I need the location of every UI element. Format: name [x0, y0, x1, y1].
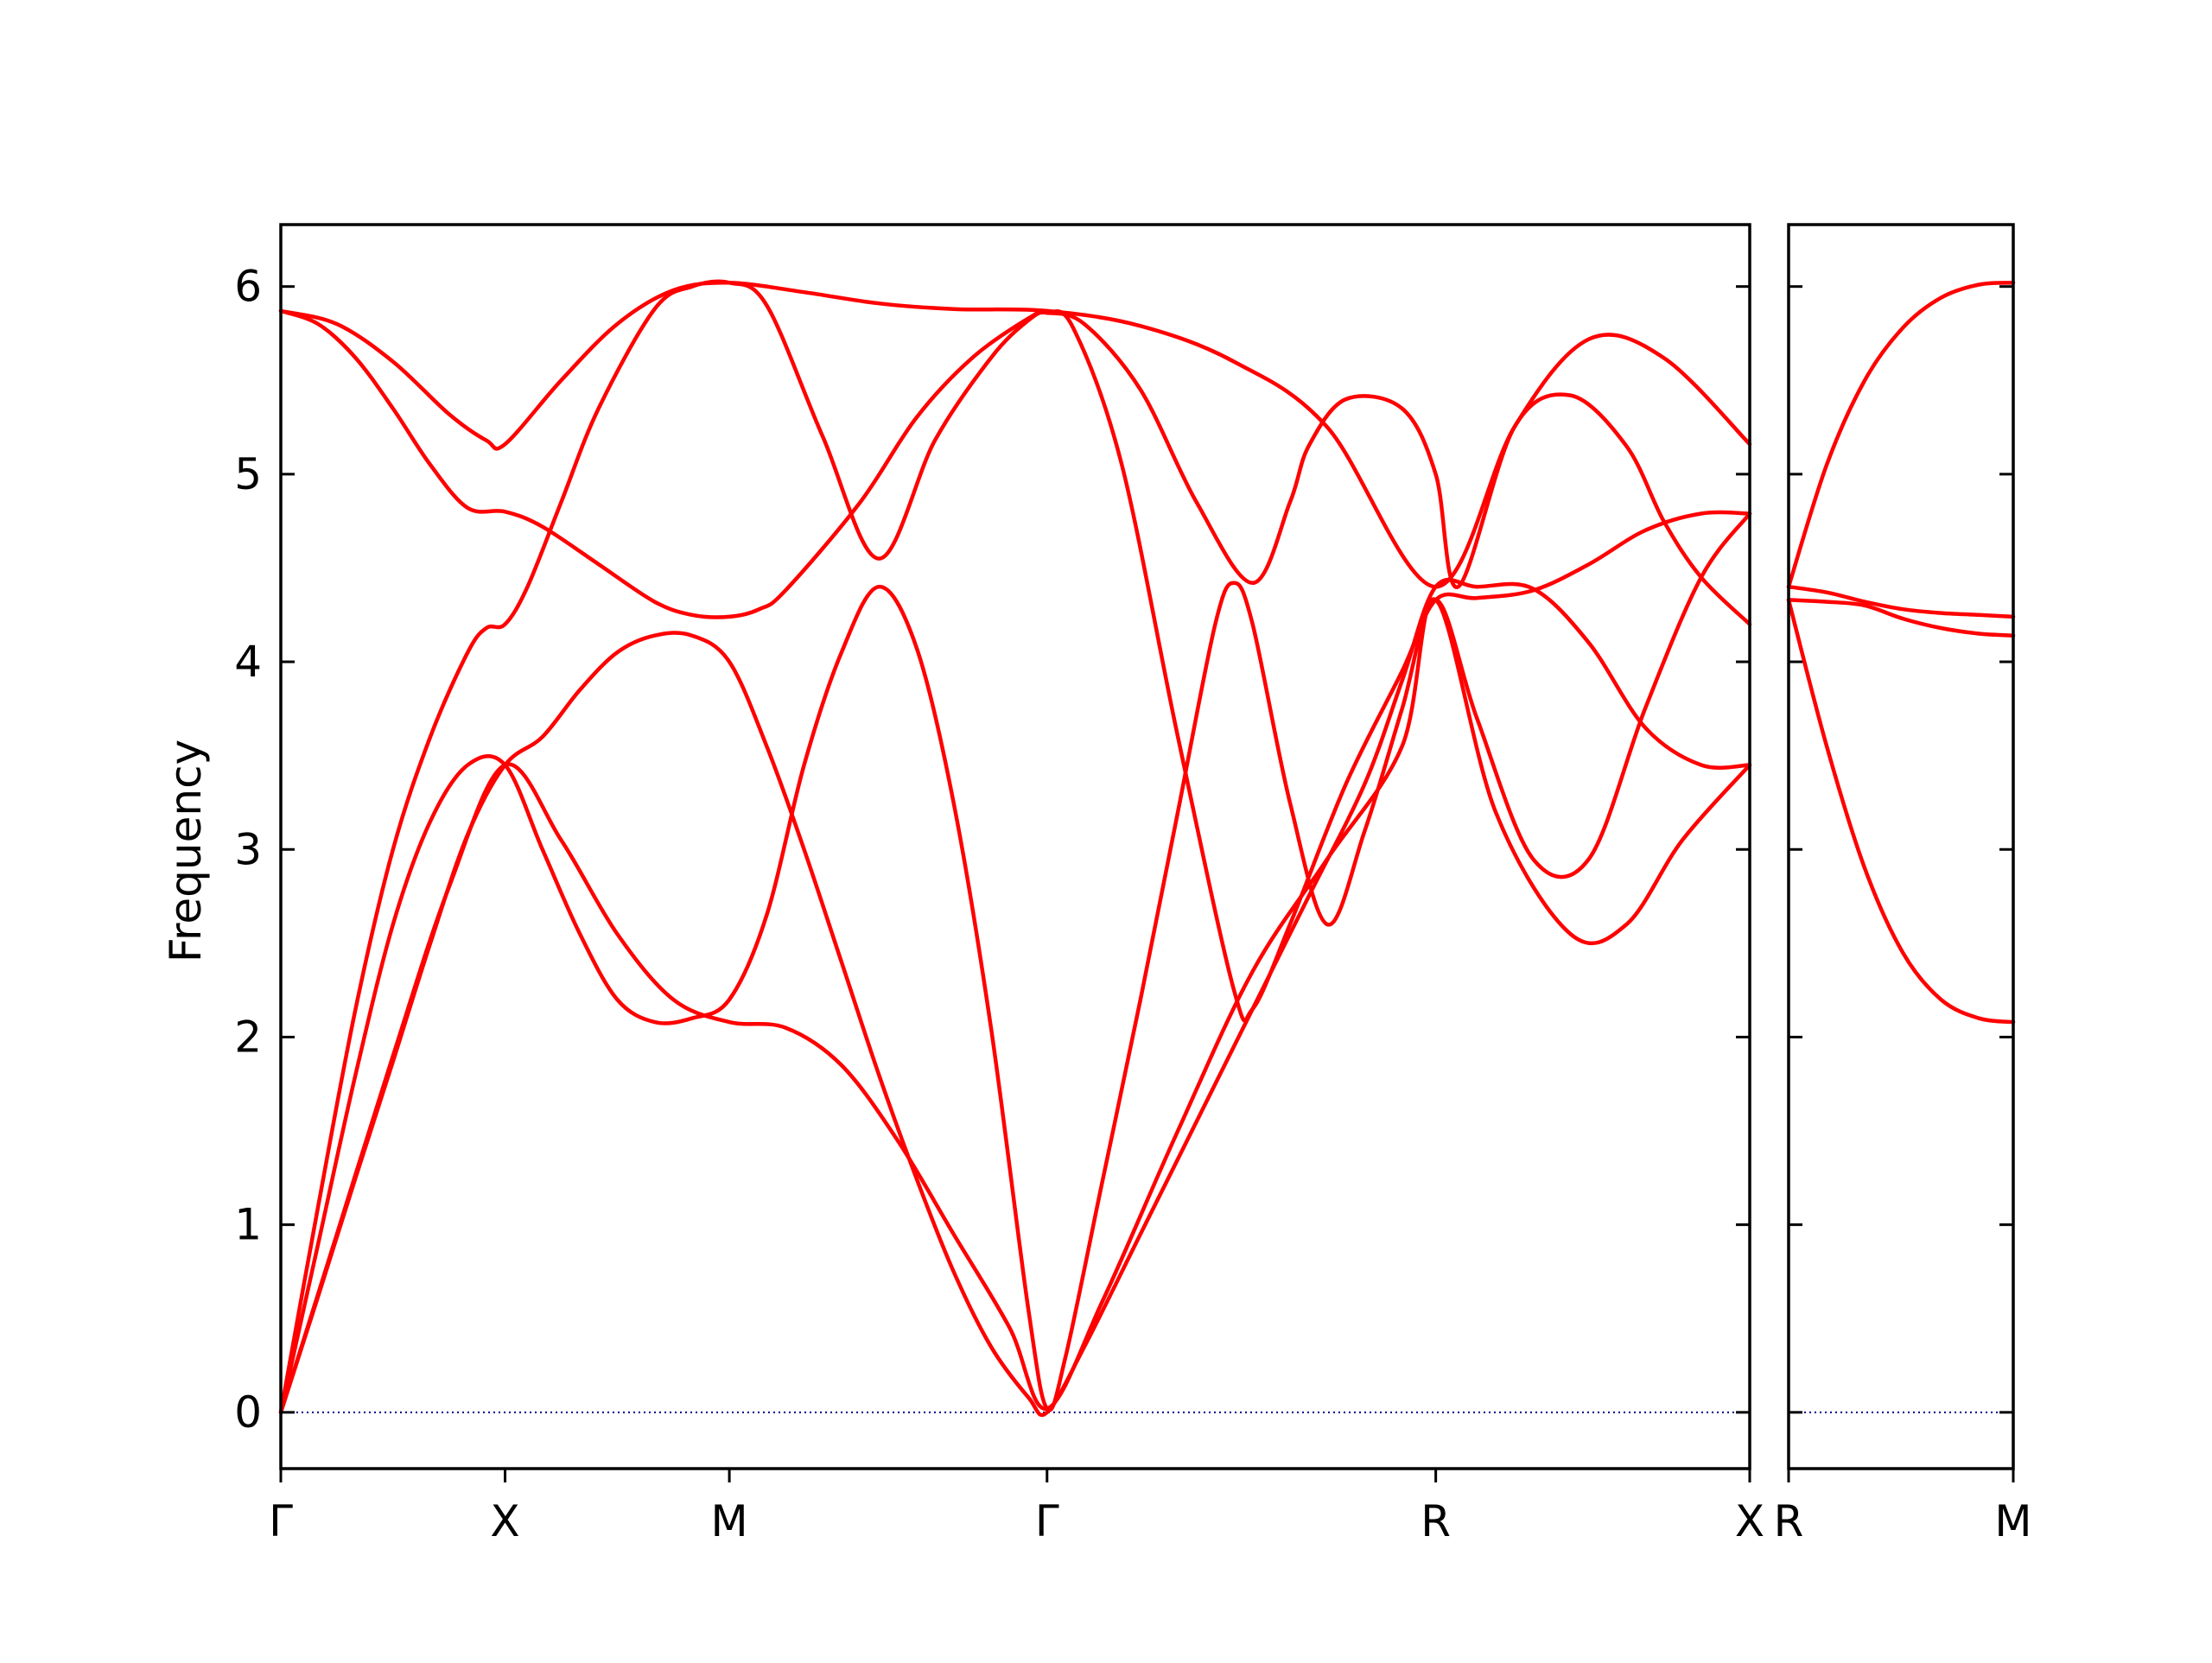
- y-tick-label: 2: [234, 1012, 262, 1062]
- axes-frame-right: [1787, 223, 2015, 1470]
- band-right-0: [1786, 281, 2016, 589]
- x-tick-label-main-2: M: [711, 1496, 748, 1546]
- y-tick-label: 1: [234, 1200, 262, 1250]
- band-main-3: [278, 511, 1752, 1415]
- panel-main: 0 1 2 3 4 5 6 Γ X M Γ R X: [234, 223, 1764, 1546]
- x-tick-label-main-3: Γ: [1035, 1496, 1059, 1546]
- y-tick-label: 0: [234, 1387, 262, 1438]
- band-right-1: [1786, 584, 2016, 619]
- y-tick-label: 4: [234, 637, 262, 687]
- axes-frame-main: [279, 223, 1751, 1470]
- y-axis-label: Frequency: [161, 739, 211, 962]
- x-tick-label-main-5: X: [1735, 1496, 1764, 1546]
- band-main-1: [278, 308, 1752, 626]
- y-tick-label: 5: [234, 449, 262, 499]
- band-right-2: [1786, 598, 2016, 638]
- x-tick-label-right-0: R: [1774, 1496, 1804, 1546]
- band-right-3: [1786, 598, 2016, 1025]
- y-tick-label: 3: [234, 824, 262, 874]
- y-tick-label: 6: [234, 262, 262, 312]
- x-tick-label-main-0: Γ: [269, 1496, 293, 1546]
- band-main-4: [278, 577, 1752, 1418]
- x-tick-label-main-1: X: [490, 1496, 519, 1546]
- band-main-5: [278, 597, 1752, 1415]
- x-tick-label-right-1: M: [1994, 1496, 2031, 1546]
- band-main-2: [278, 279, 1752, 1415]
- x-tick-label-main-4: R: [1421, 1496, 1451, 1546]
